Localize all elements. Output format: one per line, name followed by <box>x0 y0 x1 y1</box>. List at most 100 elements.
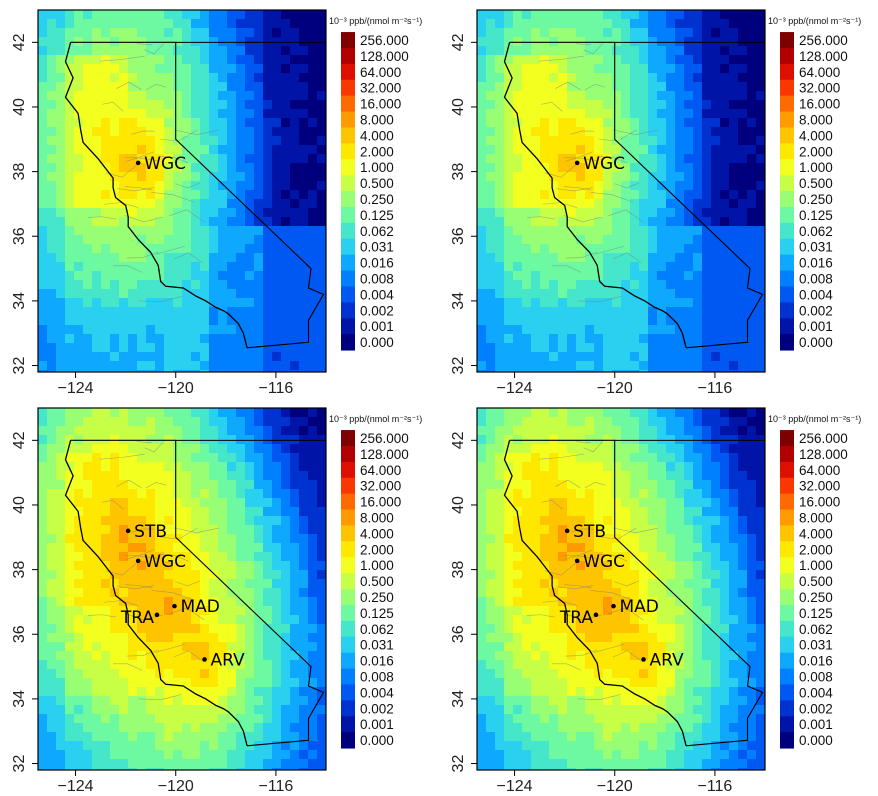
heatmap-cell <box>92 660 102 670</box>
heatmap-cell <box>110 253 120 263</box>
heatmap-cell <box>504 624 514 634</box>
heatmap-cell <box>594 208 604 218</box>
heatmap-cell <box>92 334 102 344</box>
heatmap-cell <box>702 37 712 47</box>
heatmap-cell <box>693 334 703 344</box>
heatmap-cell <box>576 163 586 173</box>
heatmap-cell <box>146 408 156 418</box>
heatmap-cell <box>254 118 264 128</box>
heatmap-cell <box>299 73 309 83</box>
heatmap-cell <box>299 361 309 371</box>
heatmap-cell <box>477 82 487 92</box>
heatmap-cell <box>146 91 156 101</box>
heatmap-cell <box>56 298 66 308</box>
heatmap-cell <box>254 651 264 661</box>
heatmap-cell <box>540 741 550 751</box>
heatmap-cell <box>540 489 550 499</box>
heatmap-cell <box>594 516 604 526</box>
heatmap-cell <box>200 73 210 83</box>
colorbar-label: 128.000 <box>799 49 848 64</box>
heatmap-cell <box>630 462 640 472</box>
heatmap-cell <box>155 561 165 571</box>
heatmap-cell <box>495 471 505 481</box>
heatmap-cell <box>504 10 514 20</box>
heatmap-cell <box>38 19 48 29</box>
county-line <box>563 156 597 161</box>
heatmap-cell <box>191 10 201 20</box>
heatmap-cell <box>74 352 84 362</box>
heatmap-cell <box>227 100 237 110</box>
heatmap-cell <box>738 217 748 227</box>
heatmap-cell <box>558 426 568 436</box>
colorbar-label: 0.500 <box>360 574 394 589</box>
heatmap-cell <box>549 28 559 38</box>
heatmap-cell <box>585 696 595 706</box>
heatmap-cell <box>218 750 228 760</box>
heatmap-cell <box>576 516 586 526</box>
heatmap-cell <box>245 723 255 733</box>
heatmap-cell <box>522 714 532 724</box>
heatmap-cell <box>263 462 273 472</box>
heatmap-cell <box>281 705 291 715</box>
heatmap-cell <box>128 723 138 733</box>
heatmap-cell <box>639 136 649 146</box>
heatmap-cell <box>702 262 712 272</box>
colorbar-label: 16.000 <box>360 495 401 510</box>
heatmap-cell <box>155 489 165 499</box>
heatmap-cell <box>317 280 327 290</box>
heatmap-cell <box>531 73 541 83</box>
heatmap-cell <box>738 280 748 290</box>
heatmap-cell <box>182 714 192 724</box>
heatmap-cell <box>621 588 631 598</box>
heatmap-cell <box>531 642 541 652</box>
heatmap-cell <box>486 217 496 227</box>
heatmap-cell <box>83 444 93 454</box>
heatmap-cell <box>594 750 604 760</box>
colorbar-label: 128.000 <box>360 49 409 64</box>
heatmap-cell <box>477 759 487 769</box>
heatmap-cell <box>92 208 102 218</box>
heatmap-cell <box>720 199 730 209</box>
heatmap-cell <box>612 244 622 254</box>
heatmap-cell <box>56 570 66 580</box>
heatmap-cell <box>74 181 84 191</box>
heatmap-cell <box>164 244 174 254</box>
heatmap-cell <box>684 253 694 263</box>
heatmap-cell <box>621 489 631 499</box>
heatmap-cell <box>245 109 255 119</box>
heatmap-cell <box>137 417 147 427</box>
heatmap-cell <box>486 343 496 353</box>
heatmap-cell <box>540 768 550 771</box>
heatmap-cell <box>227 370 237 373</box>
heatmap-cell <box>621 417 631 427</box>
heatmap-cell <box>558 687 568 697</box>
heatmap-cell <box>110 46 120 56</box>
heatmap-cell <box>182 136 192 146</box>
heatmap-cell <box>531 289 541 299</box>
heatmap-cell <box>263 10 273 20</box>
heatmap-cell <box>218 606 228 616</box>
heatmap-cell <box>119 462 129 472</box>
heatmap-cell <box>200 370 210 373</box>
heatmap-cell <box>558 633 568 643</box>
heatmap-cell <box>173 370 183 373</box>
heatmap-cell <box>711 172 721 182</box>
heatmap-cell <box>576 19 586 29</box>
heatmap-cell <box>666 136 676 146</box>
heatmap-cell <box>155 145 165 155</box>
heatmap-cell <box>308 73 318 83</box>
heatmap-cell <box>702 109 712 119</box>
heatmap-cell <box>308 208 318 218</box>
heatmap-cell <box>594 471 604 481</box>
heatmap-cell <box>137 361 147 371</box>
heatmap-cell <box>756 253 766 263</box>
heatmap-cell <box>218 199 228 209</box>
heatmap-cell <box>110 262 120 272</box>
heatmap-cell <box>495 325 505 335</box>
heatmap-cell <box>119 768 129 771</box>
heatmap-cell <box>74 543 84 553</box>
heatmap-cell <box>317 154 327 164</box>
colorbar-label: 64.000 <box>799 65 840 80</box>
heatmap-cell <box>747 100 757 110</box>
heatmap-cell <box>558 244 568 254</box>
